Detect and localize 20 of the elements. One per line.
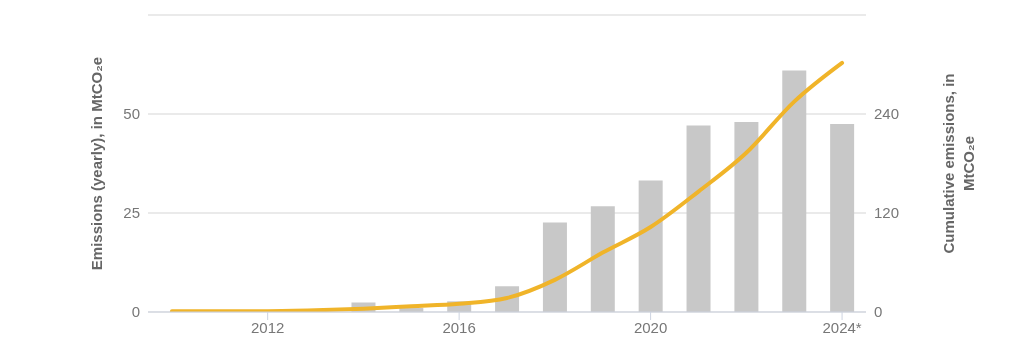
bar: [638, 180, 663, 312]
x-tick-label: 2016: [442, 318, 476, 336]
bar: [542, 222, 567, 312]
bar: [590, 206, 615, 312]
y2-tick-label: 0: [874, 303, 883, 321]
x-tick-label: 2020: [633, 318, 668, 336]
bar: [830, 123, 855, 312]
bar: [734, 121, 759, 312]
y2-tick-label: 240: [874, 105, 900, 123]
y-axis-title: Emissions (yearly), in MtCO₂e: [88, 56, 105, 271]
x-tick-label: 2012: [250, 318, 285, 336]
line-series: [169, 60, 845, 312]
bar: [686, 125, 711, 312]
y-tick-label: 0: [131, 303, 140, 321]
y2-axis-title: Cumulative emissions, in MtCO₂e: [940, 73, 977, 254]
x-tick-label: 2024*: [822, 318, 862, 336]
y-tick-label: 50: [123, 105, 140, 123]
y-tick-label: 25: [123, 204, 140, 222]
bar: [782, 70, 807, 312]
y2-tick-label: 120: [874, 204, 900, 222]
